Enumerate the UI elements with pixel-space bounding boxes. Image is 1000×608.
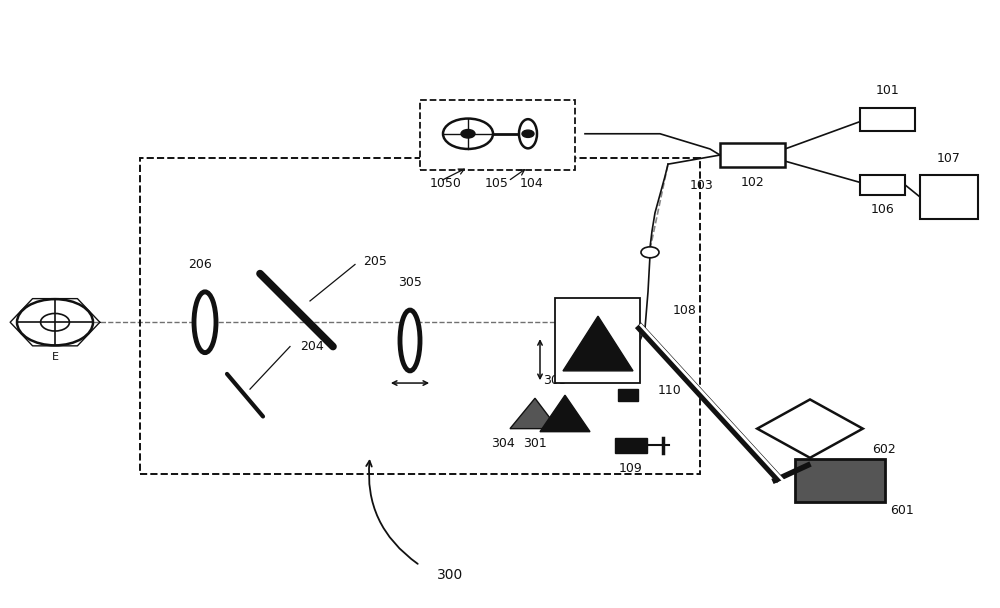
Text: 204: 204	[300, 340, 324, 353]
Text: 300: 300	[437, 567, 463, 582]
Bar	[795, 459, 885, 502]
Text: 1050: 1050	[430, 177, 462, 190]
Text: 303: 303	[543, 373, 567, 387]
Text: 301: 301	[523, 437, 547, 451]
Ellipse shape	[519, 119, 537, 148]
Text: 105: 105	[485, 177, 509, 190]
Polygon shape	[540, 395, 590, 432]
Circle shape	[641, 247, 659, 258]
Bar	[555, 298, 640, 383]
Bar	[860, 108, 915, 131]
Ellipse shape	[194, 292, 216, 353]
Text: 304: 304	[491, 437, 515, 451]
Circle shape	[443, 119, 493, 149]
Text: 102: 102	[741, 176, 764, 189]
Bar	[720, 143, 785, 167]
Bar	[140, 158, 700, 474]
Text: 103: 103	[690, 179, 714, 192]
Circle shape	[41, 314, 69, 331]
Polygon shape	[757, 399, 863, 458]
Text: 305: 305	[398, 276, 422, 289]
Text: 101: 101	[876, 84, 899, 97]
Text: 206: 206	[188, 258, 212, 271]
Text: 109: 109	[619, 461, 643, 475]
Text: E: E	[52, 352, 58, 362]
Bar	[420, 100, 575, 170]
Text: 302: 302	[610, 364, 634, 378]
Text: 205: 205	[363, 255, 387, 268]
Text: 602: 602	[872, 443, 896, 455]
Bar	[860, 175, 905, 195]
Text: 106: 106	[871, 203, 894, 216]
Circle shape	[17, 299, 93, 345]
Bar	[920, 175, 978, 219]
Text: 104: 104	[520, 177, 544, 190]
Bar	[618, 389, 638, 401]
Text: 107: 107	[937, 151, 961, 165]
Bar	[615, 438, 647, 453]
Circle shape	[461, 130, 475, 138]
Text: 601: 601	[890, 504, 914, 517]
Polygon shape	[510, 398, 558, 429]
Circle shape	[522, 130, 534, 137]
Text: 110: 110	[658, 384, 682, 397]
Text: 108: 108	[673, 303, 697, 317]
Polygon shape	[563, 316, 633, 371]
Ellipse shape	[400, 310, 420, 371]
